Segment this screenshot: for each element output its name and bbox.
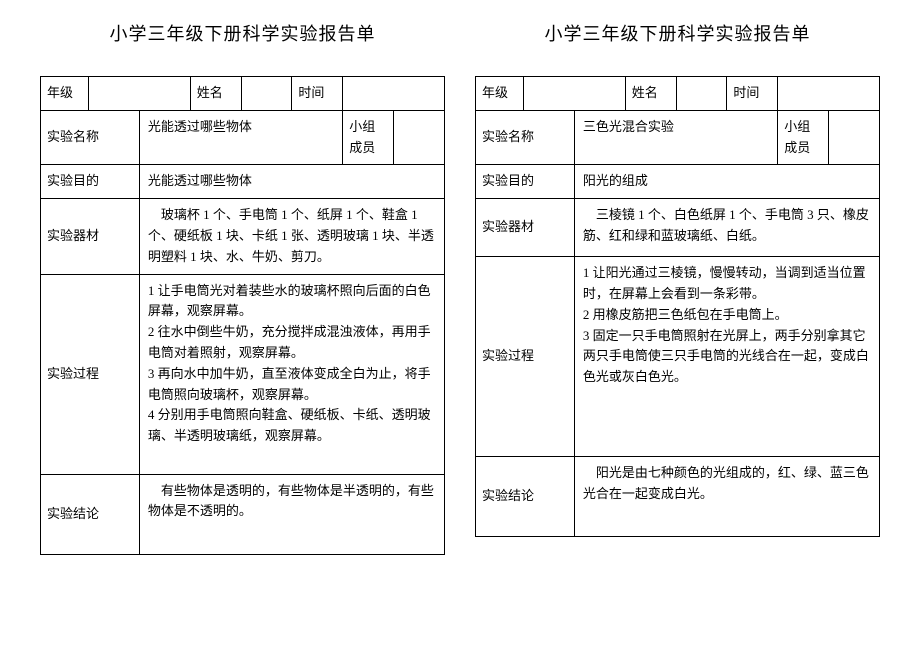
name-value	[676, 77, 727, 111]
experiment-name-label: 实验名称	[41, 110, 140, 165]
conclusion-label: 实验结论	[41, 474, 140, 554]
grade-label: 年级	[41, 77, 89, 111]
title-right: 小学三年级下册科学实验报告单	[475, 20, 880, 46]
process-label: 实验过程	[41, 274, 140, 474]
process-row: 实验过程 1 让阳光通过三棱镜，慢慢转动，当调到适当位置时，在屏幕上会看到一条彩…	[476, 257, 880, 457]
time-value	[343, 77, 445, 111]
table-right: 年级 姓名 时间 实验名称 三色光混合实验 小组成员 实验目的 阳光的组成 实验…	[475, 76, 880, 537]
time-label: 时间	[727, 77, 778, 111]
conclusion-content: 有些物体是透明的，有些物体是半透明的，有些物体是不透明的。	[139, 474, 444, 554]
experiment-name-content: 光能透过哪些物体	[139, 110, 342, 165]
process-content: 1 让阳光通过三棱镜，慢慢转动，当调到适当位置时，在屏幕上会看到一条彩带。2 用…	[574, 257, 879, 457]
experiment-name-label: 实验名称	[476, 110, 575, 165]
experiment-name-row: 实验名称 光能透过哪些物体 小组成员	[41, 110, 445, 165]
conclusion-row: 实验结论 有些物体是透明的，有些物体是半透明的，有些物体是不透明的。	[41, 474, 445, 554]
equipment-label: 实验器材	[41, 199, 140, 274]
member-label: 小组成员	[778, 110, 829, 165]
grade-value	[524, 77, 626, 111]
equipment-content: 玻璃杯 1 个、手电筒 1 个、纸屏 1 个、鞋盒 1 个、硬纸板 1 块、卡纸…	[139, 199, 444, 274]
process-row: 实验过程 1 让手电筒光对着装些水的玻璃杯照向后面的白色屏幕，观察屏幕。2 往水…	[41, 274, 445, 474]
purpose-label: 实验目的	[476, 165, 575, 199]
purpose-label: 实验目的	[41, 165, 140, 199]
name-label: 姓名	[190, 77, 241, 111]
member-label: 小组成员	[343, 110, 394, 165]
equipment-content: 三棱镜 1 个、白色纸屏 1 个、手电筒 3 只、橡皮筋、红和绿和蓝玻璃纸、白纸…	[574, 199, 879, 257]
conclusion-row: 实验结论 阳光是由七种颜色的光组成的，红、绿、蓝三色光合在一起变成白光。	[476, 457, 880, 537]
report-left: 小学三年级下册科学实验报告单 年级 姓名 时间 实验名称 光能透过哪些物体 小组…	[40, 20, 445, 631]
equipment-label: 实验器材	[476, 199, 575, 257]
name-value	[241, 77, 292, 111]
title-left: 小学三年级下册科学实验报告单	[40, 20, 445, 46]
purpose-content: 阳光的组成	[574, 165, 879, 199]
table-left: 年级 姓名 时间 实验名称 光能透过哪些物体 小组成员 实验目的 光能透过哪些物…	[40, 76, 445, 555]
member-value	[394, 110, 445, 165]
purpose-row: 实验目的 阳光的组成	[476, 165, 880, 199]
header-row: 年级 姓名 时间	[41, 77, 445, 111]
equipment-row: 实验器材 三棱镜 1 个、白色纸屏 1 个、手电筒 3 只、橡皮筋、红和绿和蓝玻…	[476, 199, 880, 257]
report-right: 小学三年级下册科学实验报告单 年级 姓名 时间 实验名称 三色光混合实验 小组成…	[475, 20, 880, 631]
experiment-name-content: 三色光混合实验	[574, 110, 777, 165]
grade-label: 年级	[476, 77, 524, 111]
purpose-content: 光能透过哪些物体	[139, 165, 444, 199]
conclusion-label: 实验结论	[476, 457, 575, 537]
time-label: 时间	[292, 77, 343, 111]
grade-value	[89, 77, 191, 111]
member-value	[829, 110, 880, 165]
process-content: 1 让手电筒光对着装些水的玻璃杯照向后面的白色屏幕，观察屏幕。2 往水中倒些牛奶…	[139, 274, 444, 474]
header-row: 年级 姓名 时间	[476, 77, 880, 111]
purpose-row: 实验目的 光能透过哪些物体	[41, 165, 445, 199]
experiment-name-row: 实验名称 三色光混合实验 小组成员	[476, 110, 880, 165]
conclusion-content: 阳光是由七种颜色的光组成的，红、绿、蓝三色光合在一起变成白光。	[574, 457, 879, 537]
name-label: 姓名	[625, 77, 676, 111]
time-value	[778, 77, 880, 111]
process-label: 实验过程	[476, 257, 575, 457]
equipment-row: 实验器材 玻璃杯 1 个、手电筒 1 个、纸屏 1 个、鞋盒 1 个、硬纸板 1…	[41, 199, 445, 274]
